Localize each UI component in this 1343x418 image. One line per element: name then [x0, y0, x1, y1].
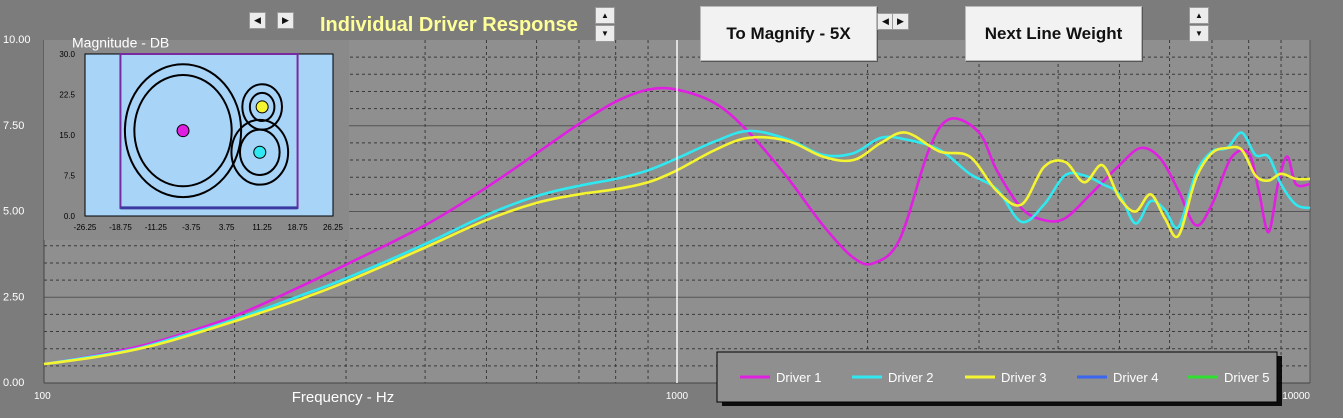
inset-y-tick-label: 30.0: [59, 50, 75, 59]
inset-x-tick-label: -26.25: [74, 223, 97, 232]
inset-plot-area: [84, 53, 334, 217]
series-line-driver-1: [43, 86, 1311, 366]
magnify-right-button[interactable]: ▶: [892, 13, 909, 30]
line-weight-up-button[interactable]: ▲: [1189, 7, 1209, 24]
inset-x-tick-label: 3.75: [219, 223, 235, 232]
x-tick-label: 1000: [666, 391, 689, 402]
legend-label: Driver 4: [1113, 370, 1159, 385]
inset-y-tick-label: 22.5: [59, 91, 75, 100]
x-tick-label: 10000: [1282, 391, 1310, 402]
inset-y-tick-label: 7.5: [64, 172, 76, 181]
driver-ring: [230, 118, 290, 186]
inset-y-tick-label: 0.0: [64, 212, 76, 221]
legend-label: Driver 3: [1001, 370, 1047, 385]
legend: [716, 351, 1278, 403]
y-tick-label: 0.00: [3, 377, 24, 389]
driver-ring: [133, 74, 233, 188]
chart-title: Individual Driver Response: [320, 14, 578, 36]
driver-position-marker: [176, 124, 190, 138]
driver-position-marker: [255, 100, 269, 114]
y-tick-label: 10.00: [3, 34, 31, 46]
magnify-button[interactable]: To Magnify - 5X: [700, 6, 877, 61]
down-arrow-icon: ▼: [1195, 29, 1203, 38]
legend-items: Driver 1 Driver 2 Driver 3 Driver 4 Driver 5: [740, 370, 1270, 385]
inset-x-tick-label: 18.75: [288, 223, 309, 232]
scroll-right-button[interactable]: ▶: [277, 12, 294, 29]
legend-label: Driver 1: [776, 370, 822, 385]
series-line-driver-3: [43, 131, 1311, 366]
driver-ring: [238, 128, 281, 176]
line-weight-down-button[interactable]: ▼: [1189, 25, 1209, 42]
down-arrow-icon: ▼: [601, 29, 609, 38]
inset-y-tick-label: 15.0: [59, 131, 75, 140]
y-tick-label: 5.00: [3, 206, 24, 218]
legend-label: Driver 5: [1224, 370, 1270, 385]
right-arrow-icon: ▶: [282, 15, 289, 25]
inset-x-tick-label: -11.25: [145, 223, 168, 232]
driver-position-marker: [253, 145, 267, 159]
x-axis-ticks: 100 1000 10000: [34, 391, 1310, 402]
x-tick-label: 100: [34, 391, 51, 402]
series-layer: [43, 86, 1311, 366]
inset-x-tick-label: 11.25: [252, 223, 272, 232]
y-axis-ticks: 0.00 2.50 5.00 7.50 10.00: [3, 34, 31, 389]
x-axis-title: Frequency - Hz: [292, 389, 395, 406]
legend-label: Driver 2: [888, 370, 934, 385]
y-axis-title: Magnitude - DB: [72, 35, 169, 51]
left-arrow-icon: ◀: [882, 16, 889, 26]
scroll-left-button[interactable]: ◀: [249, 12, 266, 29]
right-arrow-icon: ▶: [897, 16, 904, 26]
up-arrow-icon: ▲: [1195, 11, 1203, 20]
inset-axis-ticks: -26.25 -18.75 -11.25 -3.75 3.75 11.25 18.75 26.…: [59, 50, 343, 232]
inset-driver-layout: [119, 53, 299, 210]
inset-x-tick-label: -3.75: [182, 223, 201, 232]
up-arrow-icon: ▲: [601, 11, 609, 20]
next-line-weight-button[interactable]: Next Line Weight: [965, 6, 1142, 61]
left-arrow-icon: ◀: [254, 15, 261, 25]
y-tick-label: 2.50: [3, 291, 24, 303]
inset-x-tick-label: 26.25: [323, 223, 344, 232]
driver-ring: [123, 63, 243, 199]
title-up-button[interactable]: ▲: [595, 7, 615, 24]
title-down-button[interactable]: ▼: [595, 25, 615, 42]
inset-x-tick-label: -18.75: [109, 223, 132, 232]
y-tick-label: 7.50: [3, 120, 24, 132]
